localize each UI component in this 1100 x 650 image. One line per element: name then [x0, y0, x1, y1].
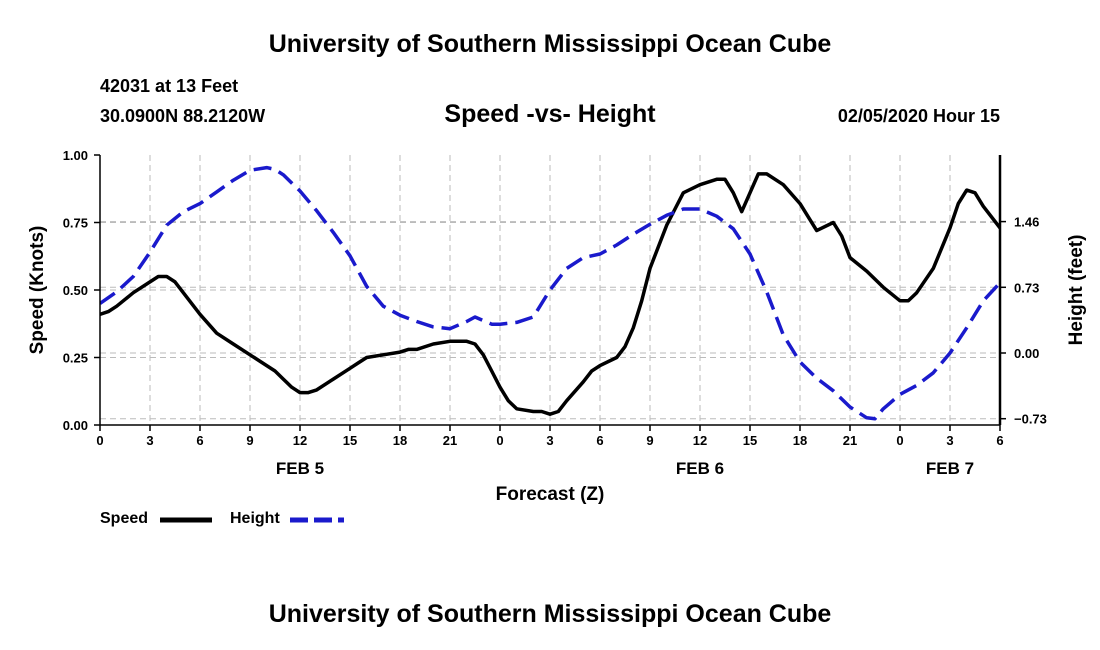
x-tick-label: 3	[546, 433, 553, 448]
grid	[100, 155, 1000, 425]
x-tick-label: 0	[896, 433, 903, 448]
date-label: FEB 5	[276, 459, 324, 478]
datetime-label: 02/05/2020 Hour 15	[837, 106, 1000, 126]
y-left-axis-title: Speed (Knots)	[27, 226, 48, 355]
y-right-tick-label: 1.46	[1014, 215, 1039, 230]
x-tick-label: 21	[843, 433, 857, 448]
x-tick-label: 15	[343, 433, 357, 448]
series-lines	[100, 165, 1000, 421]
y-left-tick-label: 1.00	[63, 148, 88, 163]
x-tick-label: 0	[96, 433, 103, 448]
y-right-tick-label: 0.73	[1014, 280, 1039, 295]
height-series-line	[100, 165, 1000, 421]
x-tick-label: 9	[246, 433, 253, 448]
x-tick-label: 3	[946, 433, 953, 448]
x-tick-label: 12	[293, 433, 307, 448]
x-tick-label: 9	[646, 433, 653, 448]
footer-title: University of Southern Mississippi Ocean…	[268, 600, 832, 628]
coordinates-label: 30.0900N 88.2120W	[100, 106, 266, 126]
plot-frame	[94, 154, 1006, 431]
date-label: FEB 6	[676, 459, 724, 478]
y-left-tick-label: 0.00	[63, 418, 88, 433]
x-tick-label: 18	[393, 433, 407, 448]
y-right-tick-label: −0.73	[1014, 412, 1047, 427]
x-tick-label: 0	[496, 433, 503, 448]
x-tick-label: 6	[596, 433, 603, 448]
legend-speed-label: Speed	[100, 510, 149, 527]
x-axis-title: Forecast (Z)	[496, 484, 605, 505]
x-tick-label: 6	[196, 433, 203, 448]
x-tick-label: 6	[996, 433, 1003, 448]
station-label: 42031 at 13 Feet	[100, 76, 239, 96]
x-tick-label: 3	[146, 433, 153, 448]
y-right-axis-title: Height (feet)	[1066, 235, 1087, 346]
axis-labels: 0 3 6 9 12 15 18 21 0 3 6 9 12 15 18 21 0 3 6 FEB 5 FEB 6 FEB…	[27, 148, 1087, 523]
chart-title: University of Southern Mississippi Ocean…	[268, 30, 832, 58]
x-tick-label: 12	[693, 433, 707, 448]
y-left-tick-label: 0.25	[63, 351, 88, 366]
x-tick-label: 15	[743, 433, 757, 448]
x-tick-label: 21	[443, 433, 457, 448]
chart-subtitle: Speed -vs- Height	[444, 100, 656, 128]
date-label: FEB 7	[926, 459, 974, 478]
x-tick-label: 18	[793, 433, 807, 448]
y-left-tick-label: 0.50	[63, 283, 88, 298]
y-left-tick-label: 0.75	[63, 216, 88, 231]
speed-series-line	[100, 172, 1000, 416]
legend-height-label: Height	[230, 510, 280, 527]
y-right-tick-label: 0.00	[1014, 346, 1039, 361]
